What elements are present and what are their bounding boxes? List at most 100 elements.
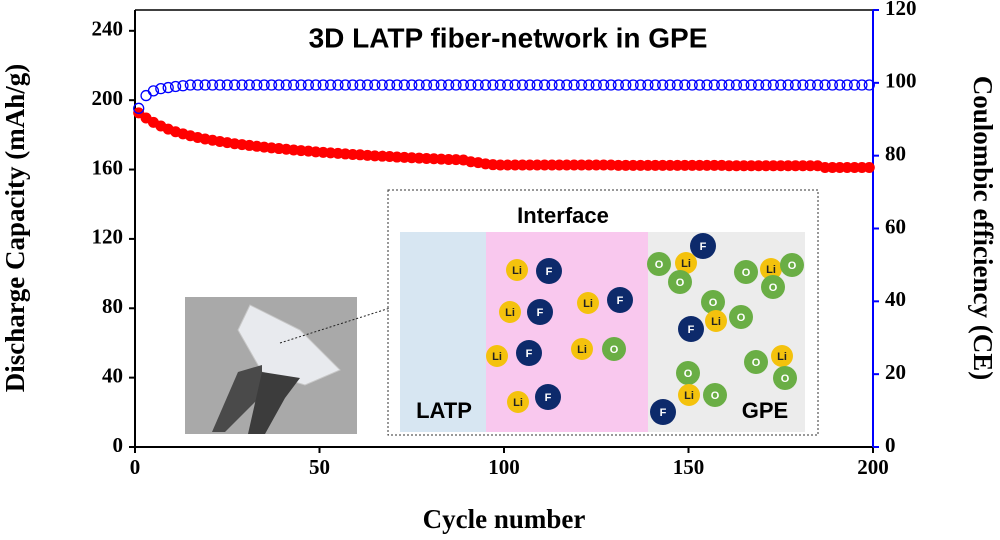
y-tick-label: 240: [92, 17, 124, 41]
data-point: [376, 79, 388, 91]
ion-label: Li: [583, 298, 593, 310]
data-point: [413, 79, 425, 91]
data-point: [620, 79, 632, 91]
data-point: [310, 79, 322, 91]
x-tick-label: 50: [309, 455, 330, 479]
data-point: [775, 79, 787, 91]
data-point: [184, 79, 197, 91]
ion-label: Li: [711, 316, 721, 328]
data-point: [243, 79, 256, 91]
ion-label: O: [684, 368, 693, 380]
data-point: [295, 79, 307, 91]
data-point: [782, 79, 794, 91]
data-point: [538, 79, 551, 91]
ion: [771, 345, 793, 367]
y-tick-label: 40: [102, 363, 123, 387]
ion: [678, 384, 700, 406]
data-point: [199, 79, 211, 91]
data-point: [863, 79, 875, 91]
data-point: [354, 79, 366, 91]
region-label: LATP: [416, 398, 472, 423]
y-tick-label: 80: [102, 294, 123, 318]
data-point: [856, 79, 868, 91]
x-tick-label: 0: [130, 455, 141, 479]
data-point: [457, 79, 470, 91]
data-point: [716, 79, 728, 91]
data-point: [671, 79, 684, 91]
ion: [705, 310, 727, 332]
inset: Interface LATP GPE Li FLi FLi FLi F Li OLi FFO L…: [387, 189, 819, 436]
ion: [516, 340, 542, 366]
ion-label: O: [742, 267, 751, 279]
y2-tick-label: 40: [885, 287, 906, 311]
ion-label: F: [700, 241, 707, 253]
ion: [647, 252, 671, 276]
ion-label: F: [617, 295, 624, 307]
y-tick-label: 200: [92, 86, 124, 110]
ion: [690, 233, 716, 259]
y2-tick-label: 60: [885, 214, 906, 238]
ion-label: O: [737, 312, 746, 324]
ion-label: Li: [681, 258, 691, 270]
y-tick-label: 0: [113, 433, 124, 457]
data-point: [406, 79, 418, 91]
ion: [507, 391, 529, 413]
ion-label: O: [769, 282, 778, 294]
data-point: [701, 79, 713, 91]
data-point: [221, 79, 233, 91]
data-point: [642, 79, 654, 91]
data-point: [133, 102, 145, 114]
ion: [675, 252, 697, 274]
data-point: [804, 79, 816, 91]
ion: [734, 260, 758, 284]
ion: [760, 258, 782, 280]
ion-label: F: [537, 307, 544, 319]
data-point: [730, 79, 743, 91]
ion: [676, 361, 700, 385]
data-point: [657, 79, 669, 91]
y2-tick-label: 100: [885, 69, 917, 93]
ion-label: F: [545, 392, 552, 404]
data-point: [324, 79, 337, 91]
ion: [761, 275, 785, 299]
y-axis-label: Discharge Capacity (mAh/g): [0, 64, 30, 392]
data-point: [752, 79, 765, 91]
data-point: [206, 79, 219, 91]
ion: [571, 338, 593, 360]
ion-label: Li: [766, 264, 776, 276]
ion-label: O: [676, 277, 685, 289]
data-point: [583, 79, 595, 91]
ion-label: O: [711, 390, 720, 402]
ion-label: F: [660, 407, 667, 419]
data-point: [442, 79, 455, 91]
y-tick-label: 120: [92, 225, 124, 249]
ion: [607, 287, 633, 313]
x-tick-label: 100: [488, 455, 520, 479]
tweezers: [248, 372, 300, 434]
data-point: [280, 79, 292, 91]
ion: [536, 258, 562, 284]
data-point: [450, 79, 462, 91]
y-tick-label: 160: [92, 155, 124, 179]
data-point: [575, 79, 588, 91]
ion-label: Li: [777, 351, 787, 363]
data-point: [472, 79, 484, 91]
data-point: [169, 80, 182, 93]
data-point: [834, 79, 846, 91]
data-point: [494, 79, 506, 91]
ion-label: O: [655, 259, 664, 271]
ion: [678, 316, 704, 342]
ion-label: Li: [505, 307, 515, 319]
ion: [486, 345, 508, 367]
data-point: [288, 79, 300, 91]
data-point: [465, 79, 477, 91]
data-point: [812, 79, 824, 91]
ion: [506, 259, 528, 281]
plot-area: [129, 9, 879, 453]
ion: [650, 399, 676, 425]
ion: [701, 290, 725, 314]
ion-label: O: [781, 373, 790, 385]
data-point: [487, 79, 499, 91]
data-point: [590, 79, 602, 91]
x-tick-label: 200: [857, 455, 889, 479]
